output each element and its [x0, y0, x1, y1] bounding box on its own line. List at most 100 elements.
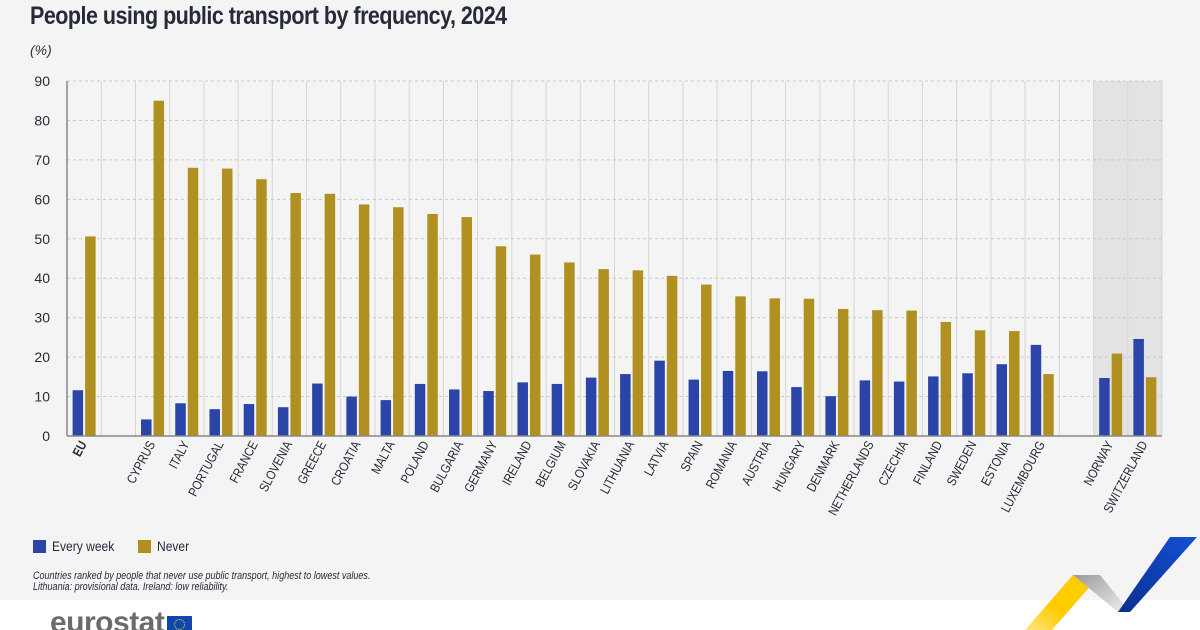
bar-every-week-ireland	[517, 382, 528, 436]
y-tick-label-90: 90	[34, 73, 50, 89]
x-tick-label-slovenia: SLOVENIA	[256, 438, 296, 495]
bar-never-netherlands	[872, 310, 883, 436]
eurostat-logo[interactable]: eurostat	[50, 608, 193, 630]
bar-every-week-slovenia	[277, 407, 289, 436]
y-tick-label-20: 20	[34, 349, 50, 365]
x-tick-label-italy: ITALY	[166, 438, 193, 471]
bar-never-ireland	[529, 254, 541, 436]
vertical-gridlines	[100, 81, 1163, 436]
bar-never-cyprus	[153, 100, 165, 436]
y-axis-ticks: 0 10 20 30 40 50 60 70 80 90	[34, 73, 50, 444]
x-tick-label-germany: GERMANY	[461, 438, 501, 494]
eurostat-ribbon-icon	[1025, 537, 1197, 630]
x-tick-label-norway: NORWAY	[1081, 438, 1117, 488]
bar-every-week-croatia	[346, 396, 357, 436]
bar-every-week-finland	[928, 376, 939, 436]
y-tick-label-50: 50	[34, 231, 50, 247]
eurostat-logo-text: eurostat	[50, 608, 165, 630]
y-tick-label-10: 10	[34, 389, 50, 405]
bar-every-week-france	[243, 404, 255, 436]
bar-every-week-belgium	[551, 383, 563, 436]
x-tick-label-france: FRANCE	[226, 438, 261, 485]
bar-every-week-cyprus	[141, 419, 152, 436]
x-tick-label-latvia: LATVIA	[641, 438, 672, 479]
x-tick-label-eu: EU	[69, 438, 90, 459]
highlight-bands	[1093, 81, 1162, 436]
highlight-band-norway	[1093, 81, 1128, 436]
highlight-band-switzerland	[1127, 81, 1162, 436]
legend-swatch-every-week	[33, 539, 46, 553]
y-tick-label-80: 80	[34, 112, 50, 128]
bar-never-greece	[324, 193, 336, 436]
y-tick-label-70: 70	[34, 152, 50, 168]
bar-never-switzerland	[1145, 377, 1157, 436]
bar-every-week-norway	[1099, 378, 1110, 436]
legend-label-never: Never	[157, 538, 190, 554]
legend-label-every-week: Every week	[52, 538, 115, 554]
bar-every-week-slovakia	[585, 377, 597, 436]
bar-every-week-germany	[483, 391, 494, 436]
bar-never-denmark	[837, 308, 849, 436]
x-tick-label-belgium: BELGIUM	[532, 438, 569, 489]
x-tick-label-ireland: IRELAND	[499, 438, 535, 488]
bar-never-sweden	[974, 330, 986, 436]
bar-every-week-sweden	[962, 373, 973, 436]
y-tick-label-40: 40	[34, 270, 50, 286]
footnote-reliability: Lithuania: provisional data. Ireland: lo…	[33, 581, 229, 593]
bar-never-finland	[940, 322, 952, 436]
bar-never-poland	[427, 213, 438, 436]
bar-every-week-denmark	[825, 396, 836, 436]
axes	[66, 81, 1162, 437]
bar-never-latvia	[666, 275, 678, 436]
bar-never-spain	[701, 284, 712, 436]
x-tick-label-estonia: ESTONIA	[978, 438, 1014, 488]
bar-every-week-estonia	[996, 364, 1008, 436]
bar-every-week-czechia	[893, 381, 905, 436]
x-tick-label-cyprus: CYPRUS	[123, 438, 158, 486]
y-tick-label-0: 0	[42, 428, 50, 444]
x-tick-label-croatia: CROATIA	[328, 438, 364, 488]
bar-never-hungary	[803, 298, 815, 436]
footnotes: Countries ranked by people that never us…	[33, 571, 370, 593]
x-tick-label-lithuania: LITHUANIA	[597, 438, 638, 497]
bar-never-france	[256, 179, 267, 436]
x-tick-label-finland: FINLAND	[910, 438, 946, 487]
bars	[72, 100, 1157, 437]
bar-never-luxembourg	[1043, 374, 1054, 436]
legend-item-never[interactable]: Never	[138, 538, 194, 554]
chart-title: People using public transport by frequen…	[30, 2, 507, 30]
bar-never-romania	[735, 296, 746, 436]
bar-every-week-lithuania	[620, 374, 631, 436]
eu-flag-icon	[167, 616, 193, 630]
x-tick-label-poland: POLAND	[398, 438, 433, 485]
bar-never-czechia	[906, 310, 917, 436]
x-tick-label-malta: MALTA	[368, 438, 398, 477]
bar-never-slovenia	[290, 193, 301, 436]
bar-never-austria	[769, 298, 780, 436]
x-tick-label-slovakia: SLOVAKIA	[565, 438, 604, 493]
bar-every-week-netherlands	[859, 380, 871, 436]
x-tick-label-sweden: SWEDEN	[944, 438, 980, 488]
x-tick-label-austria: AUSTRIA	[739, 438, 775, 488]
legend-item-every-week[interactable]: Every week	[33, 538, 124, 554]
bar-every-week-bulgaria	[449, 389, 460, 436]
x-tick-label-spain: SPAIN	[677, 438, 705, 474]
x-tick-label-greece: GREECE	[294, 438, 329, 486]
x-tick-label-denmark: DENMARK	[804, 438, 843, 494]
bar-every-week-portugal	[209, 409, 220, 436]
bar-never-lithuania	[632, 270, 644, 436]
bar-every-week-italy	[175, 403, 186, 436]
x-tick-label-romania: ROMANIA	[703, 438, 741, 491]
x-tick-label-hungary: HUNGARY	[769, 438, 808, 494]
bar-never-germany	[495, 246, 507, 436]
bar-never-slovakia	[598, 269, 609, 436]
bar-every-week-spain	[688, 379, 700, 436]
bar-every-week-latvia	[654, 360, 665, 436]
bar-every-week-hungary	[791, 387, 802, 436]
bar-never-belgium	[564, 262, 575, 436]
bar-every-week-eu	[72, 390, 84, 436]
bar-every-week-romania	[722, 370, 734, 436]
y-axis-unit-label: (%)	[30, 42, 52, 58]
